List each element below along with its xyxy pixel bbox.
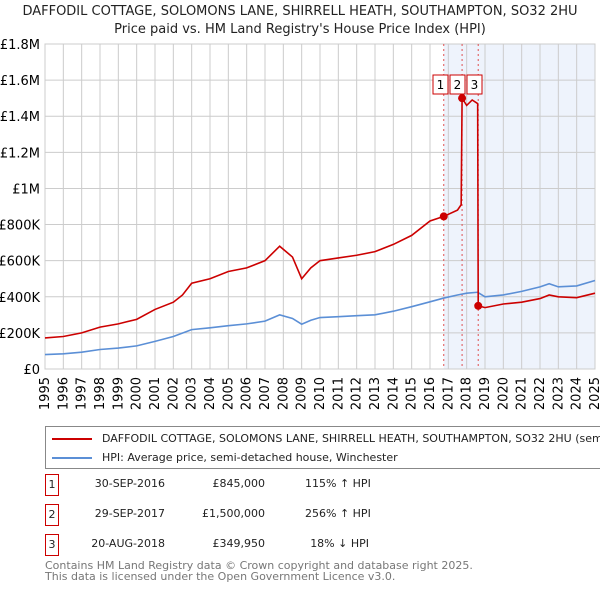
sale-point: [474, 301, 483, 310]
y-tick-label: £0: [23, 363, 40, 378]
y-tick-label: £800K: [0, 219, 40, 234]
x-tick-label: 1999: [111, 377, 126, 410]
sale-label: 3: [471, 78, 479, 92]
x-tick-label: 2007: [258, 377, 273, 410]
x-tick-label: 1995: [38, 377, 53, 410]
legend-property: DAFFODIL COTTAGE, SOLOMONS LANE, SHIRREL…: [102, 432, 600, 445]
x-tick-label: 2021: [515, 377, 530, 410]
x-tick-label: 2012: [350, 377, 365, 410]
sale-hpi: 18% ↓ HPI: [310, 537, 369, 550]
footer-licence: This data is licensed under the Open Gov…: [45, 570, 396, 583]
x-tick-label: 2006: [240, 377, 255, 410]
sale-badge: 1: [45, 474, 59, 496]
x-tick-label: 1998: [93, 377, 108, 410]
plot-border: [44, 43, 596, 370]
sale-price: £845,000: [212, 477, 266, 490]
sale-label-box: [449, 74, 466, 95]
chart-title: DAFFODIL COTTAGE, SOLOMONS LANE, SHIRREL…: [22, 4, 578, 19]
y-tick-label: £1.4M: [0, 110, 40, 125]
x-tick-label: 1997: [75, 377, 90, 410]
sale-badge: 2: [45, 504, 59, 526]
x-tick-label: 2018: [460, 377, 475, 410]
sale-point: [439, 212, 448, 221]
hpi-line: [44, 279, 596, 356]
x-tick-label: 2003: [185, 377, 200, 410]
y-tick-label: £600K: [0, 255, 40, 270]
x-tick-label: 1996: [56, 377, 71, 410]
y-tick-label: £200K: [0, 327, 40, 342]
x-tick-label: 2004: [203, 377, 218, 410]
x-tick-label: 2005: [221, 377, 236, 410]
sale-hpi: 115% ↑ HPI: [305, 477, 371, 490]
x-tick-label: 2011: [331, 377, 346, 410]
legend: DAFFODIL COTTAGE, SOLOMONS LANE, SHIRREL…: [45, 426, 600, 469]
x-tick-label: 2013: [368, 377, 383, 410]
sale-price: £349,950: [212, 537, 266, 550]
x-tick-label: 2017: [441, 377, 456, 410]
y-tick-label: £1.2M: [0, 146, 40, 161]
legend-hpi: HPI: Average price, semi-detached house,…: [102, 451, 398, 464]
legend-red-swatch: [52, 437, 92, 440]
sale-price: £1,500,000: [202, 507, 265, 520]
chart-subtitle: Price paid vs. HM Land Registry's House …: [114, 22, 486, 37]
x-tick-label: 2022: [533, 377, 548, 410]
y-tick-label: £1M: [12, 182, 40, 197]
x-tick-label: 2008: [276, 377, 291, 410]
x-tick-label: 2020: [496, 377, 511, 410]
x-tick-label: 2009: [295, 377, 310, 410]
sale-date: 20-AUG-2018: [91, 537, 165, 550]
x-tick-label: 2015: [405, 377, 420, 410]
sale-label-box: [466, 74, 483, 95]
sale-date: 29-SEP-2017: [94, 507, 165, 520]
sale-hpi: 256% ↑ HPI: [305, 507, 371, 520]
x-tick-label: 2023: [551, 377, 566, 410]
x-tick-label: 2025: [588, 377, 600, 410]
x-tick-label: 2016: [423, 377, 438, 410]
price-chart: £0 £200K £400K £600K £800K £1M £1.2M £1.4M £1.6M…: [0, 38, 600, 410]
x-tick-label: 2000: [130, 377, 145, 410]
x-tick-label: 2024: [570, 377, 585, 410]
x-tick-label: 2019: [478, 377, 493, 410]
sale-label-box: [432, 74, 449, 95]
highlight-region: [443, 44, 595, 369]
sale-badge: 3: [45, 534, 59, 556]
sale-label: 2: [454, 78, 462, 92]
y-tick-label: £400K: [0, 291, 40, 306]
footer-copyright: Contains HM Land Registry data © Crown c…: [45, 559, 473, 572]
x-tick-label: 2010: [313, 377, 328, 410]
x-tick-label: 2014: [386, 377, 401, 410]
sale-point: [458, 94, 467, 103]
sale-label: 1: [437, 78, 445, 92]
x-tick-label: 2002: [166, 377, 181, 410]
legend-blue-swatch: [52, 456, 92, 459]
y-tick-label: £1.6M: [0, 74, 40, 89]
price-paid-line: [44, 95, 596, 339]
y-tick-label: £1.8M: [0, 38, 40, 53]
sale-date: 30-SEP-2016: [94, 477, 165, 490]
footer: Contains HM Land Registry data © Crown c…: [45, 560, 473, 582]
x-tick-label: 2001: [148, 377, 163, 410]
